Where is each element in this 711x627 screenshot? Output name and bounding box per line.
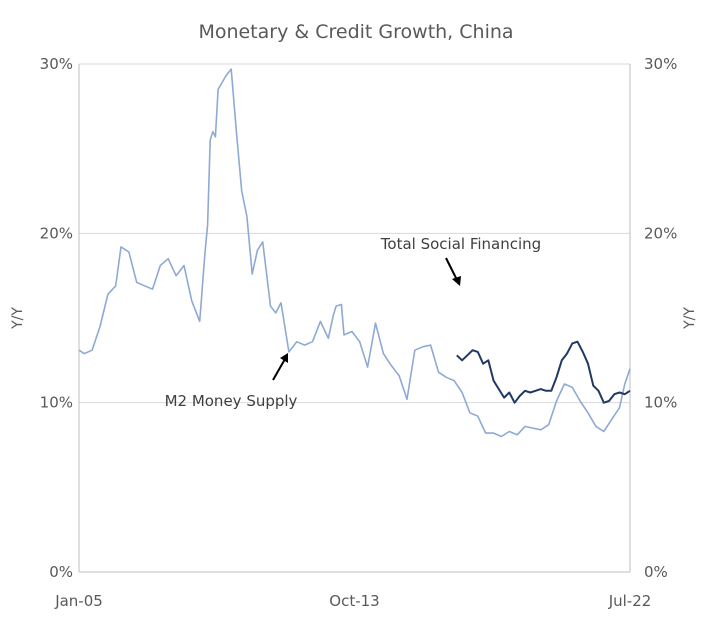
- axes: [78, 64, 631, 573]
- annotation-arrow-m2-money-supply: [272, 353, 288, 381]
- y-tick-label-right: 0%: [644, 563, 668, 581]
- x-tick-label: Oct-13: [329, 592, 379, 610]
- annotation-total-social-financing: Total Social Financing: [380, 235, 541, 253]
- annotation-m2-money-supply: M2 Money Supply: [165, 392, 298, 410]
- y-tick-label-right: 30%: [644, 55, 677, 73]
- series-line-total-social-financing: [456, 340, 631, 404]
- y-tick-label-left: 20%: [40, 224, 73, 242]
- x-tick-label: Jul-22: [608, 592, 652, 610]
- y-tick-label-left: 10%: [40, 394, 73, 412]
- annotation-arrow-total-social-financing: [445, 257, 461, 286]
- y-tick-label-left: 0%: [49, 563, 73, 581]
- series-lines: [78, 68, 631, 438]
- y-axis-right-title: Y/Y: [682, 307, 698, 330]
- tick-labels: 0% 0% 10% 10% 20% 20% 30% 30% Jan-05 Oct-13 Jul-22: [40, 55, 678, 610]
- chart-title: Monetary & Credit Growth, China: [198, 21, 513, 43]
- y-tick-label-right: 10%: [644, 394, 677, 412]
- gridlines: [79, 63, 630, 404]
- series-line-m2-money-supply: [78, 68, 631, 438]
- y-tick-label-right: 20%: [644, 224, 677, 242]
- y-axis-left-title: Y/Y: [10, 307, 26, 330]
- y-tick-label-left: 30%: [40, 55, 73, 73]
- x-tick-label: Jan-05: [54, 592, 103, 610]
